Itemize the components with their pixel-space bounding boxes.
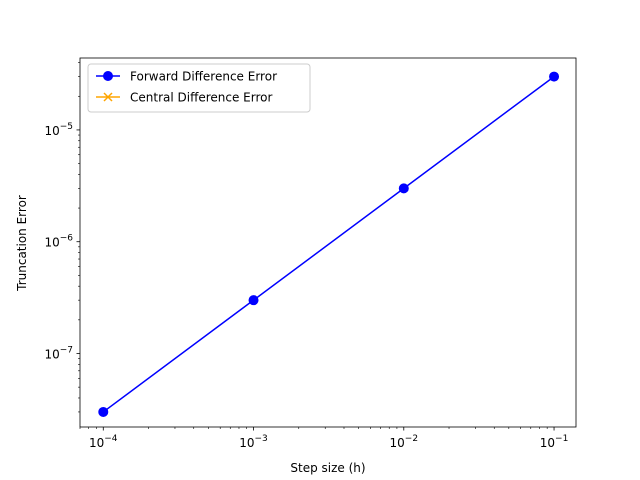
x-axis: 10−4 10−3 10−2 10−1 [79, 427, 569, 450]
x-axis-label: Step size (h) [290, 461, 365, 475]
y-tick-exponent: −5 [60, 122, 73, 132]
x-tick-base: 10 [89, 436, 104, 450]
x-tick-exponent: −4 [104, 434, 118, 444]
series-line-0 [102, 75, 555, 413]
legend-label-1: Central Difference Error [130, 91, 273, 105]
data-point [549, 71, 560, 82]
y-tick-label: 10−6 [44, 234, 73, 250]
y-tick-label: 10−5 [44, 122, 73, 138]
y-axis-label: Truncation Error [15, 195, 29, 292]
y-axis: 10−710−610−5 [44, 62, 80, 413]
axes-box [79, 57, 577, 428]
legend-label-0: Forward Difference Error [130, 70, 277, 84]
data-point [398, 183, 409, 194]
x-tick-label: 10−3 [239, 434, 268, 450]
x-tick-base: 10 [239, 436, 254, 450]
x-tick-exponent: −1 [555, 434, 568, 444]
y-tick-exponent: −7 [60, 345, 73, 355]
x-tick-base: 10 [540, 436, 555, 450]
data-point [98, 406, 109, 417]
x-tick-label: 10−4 [89, 434, 118, 450]
y-tick-base: 10 [44, 236, 59, 250]
x-tick-label: 10−1 [540, 434, 569, 450]
y-tick-base: 10 [44, 347, 59, 361]
axes-frame [79, 57, 577, 428]
x-tick-base: 10 [390, 436, 405, 450]
series-layer [98, 71, 560, 417]
y-tick-label: 10−7 [44, 345, 73, 361]
y-tick-exponent: −6 [60, 234, 74, 244]
x-tick-exponent: −2 [405, 434, 418, 444]
data-point [248, 295, 259, 306]
legend-box [87, 63, 311, 113]
y-tick-base: 10 [44, 124, 59, 138]
legend: Forward Difference Error Central Differen… [87, 63, 311, 113]
x-tick-exponent: −3 [255, 434, 268, 444]
legend-marker-1 [103, 92, 113, 102]
legend-marker-0 [103, 71, 113, 81]
x-tick-label: 10−2 [390, 434, 419, 450]
